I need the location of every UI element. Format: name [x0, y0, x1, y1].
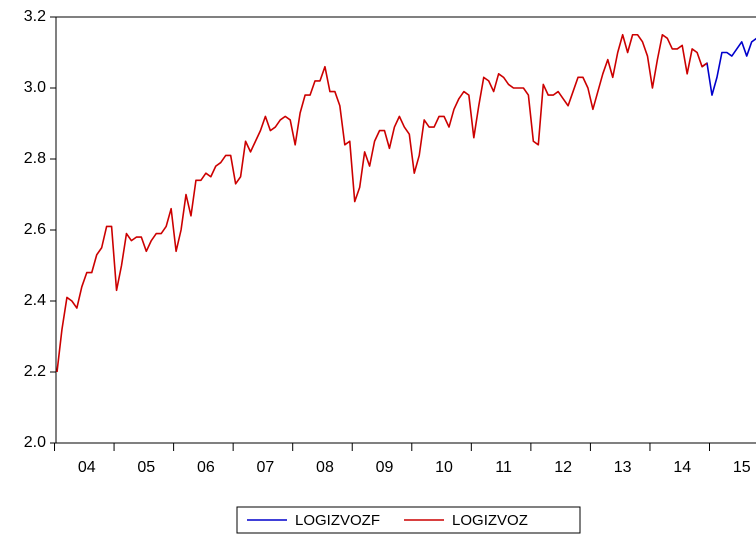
y-tick-label: 2.2 — [24, 363, 46, 380]
x-tick-label: 06 — [197, 459, 215, 476]
x-tick-label: 12 — [554, 459, 572, 476]
x-tick-label: 10 — [435, 459, 453, 476]
x-tick-label: 04 — [78, 459, 96, 476]
x-tick-label: 07 — [257, 459, 275, 476]
y-tick-label: 2.6 — [24, 221, 46, 238]
x-tick-label: 08 — [316, 459, 334, 476]
y-tick-label: 2.8 — [24, 150, 46, 167]
series-line — [701, 37, 756, 96]
y-tick-label: 2.4 — [24, 292, 46, 309]
legend-label: LOGIZVOZF — [295, 512, 380, 529]
series-line — [56, 33, 708, 373]
y-tick-label: 3.0 — [24, 79, 46, 96]
x-tick-label: 13 — [614, 459, 632, 476]
x-tick-label: 15 — [733, 459, 751, 476]
x-tick-label: 09 — [376, 459, 394, 476]
x-tick-label: 11 — [495, 459, 512, 476]
x-tick-label: 14 — [673, 459, 691, 476]
y-tick-label: 3.2 — [24, 8, 46, 25]
y-tick-label: 2.0 — [24, 434, 46, 451]
legend-label: LOGIZVOZ — [452, 512, 528, 529]
x-tick-label: 05 — [137, 459, 155, 476]
